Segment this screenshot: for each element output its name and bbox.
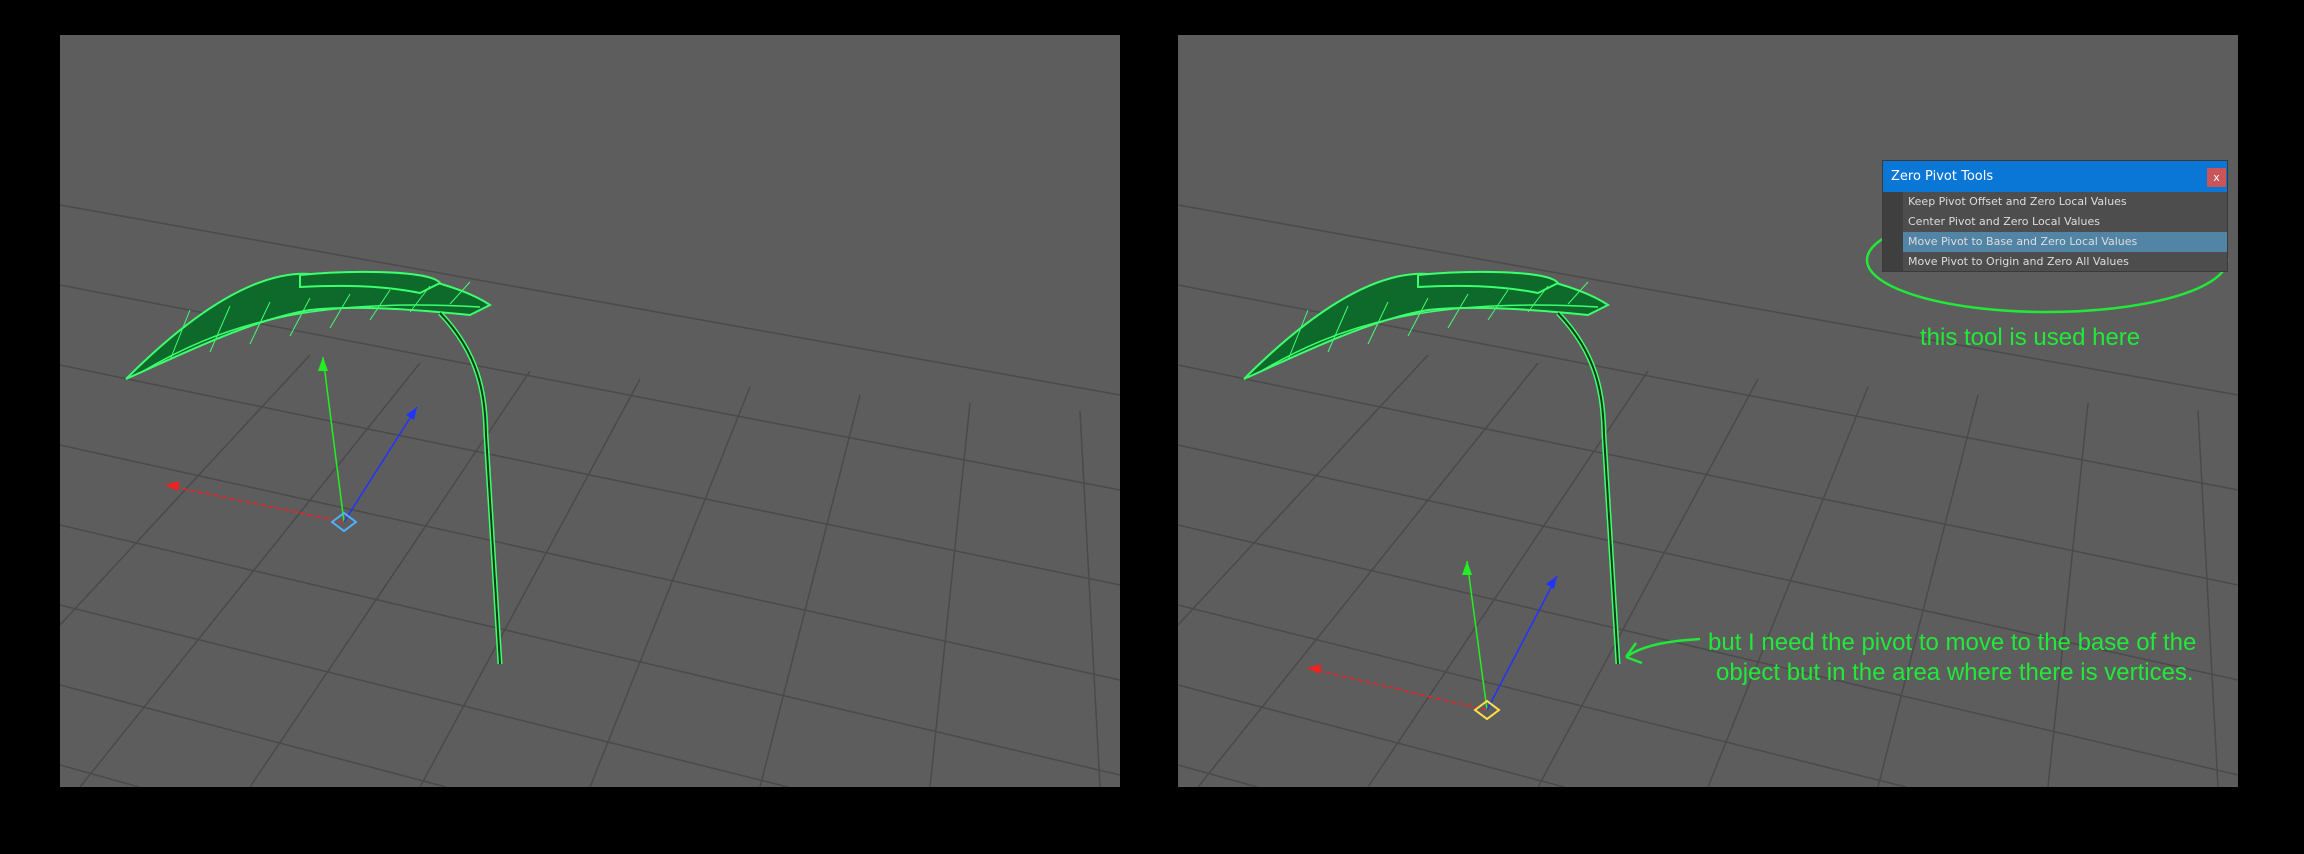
grid-line xyxy=(929,402,971,787)
close-button[interactable]: x xyxy=(2207,168,2226,187)
pivot-handle-icon xyxy=(1473,699,1501,721)
leaf-mesh-tip xyxy=(1417,270,1560,295)
dialog-title-bar[interactable]: Zero Pivot Tools x xyxy=(1883,161,2227,192)
grid-line xyxy=(1707,386,1869,787)
leaf-edge xyxy=(1527,285,1549,313)
y-axis-arrow-icon xyxy=(1462,561,1472,575)
leaf-mesh xyxy=(1243,271,1610,380)
leaf-edge xyxy=(1407,297,1429,337)
leaf-mesh xyxy=(125,271,492,380)
annotation-arrow-icon xyxy=(1624,637,1701,665)
grid-line xyxy=(1178,524,2238,776)
stem-mesh xyxy=(1556,311,1621,665)
grid-line xyxy=(1178,364,2238,586)
option-move-pivot-to-origin[interactable]: Move Pivot to Origin and Zero All Values xyxy=(1908,255,2129,268)
grid-line xyxy=(1178,684,1565,787)
scene-before xyxy=(60,204,1120,787)
pivot-handle-icon xyxy=(330,511,358,533)
grid-line xyxy=(60,444,1120,681)
x-axis-line xyxy=(1306,667,1488,711)
grid-line xyxy=(60,684,447,787)
leaf-edge xyxy=(409,285,431,313)
viewport-before[interactable] xyxy=(60,35,1120,787)
grid-line xyxy=(1197,362,1539,787)
pivot-options-list: Keep Pivot Offset and Zero Local Values … xyxy=(1903,192,2227,271)
tool-note: this tool is used here xyxy=(1920,324,2141,351)
grid-line xyxy=(1079,410,1101,787)
grid-line xyxy=(1178,444,2238,681)
grid-line xyxy=(1877,394,1979,787)
grid-line xyxy=(60,364,1120,586)
option-move-pivot-to-base[interactable]: Move Pivot to Base and Zero Local Values xyxy=(1903,232,2227,252)
grid-line xyxy=(249,370,531,787)
grid-line xyxy=(419,378,641,787)
grid-line xyxy=(1178,354,1429,626)
z-axis-arrow-icon xyxy=(1546,576,1557,589)
option-keep-pivot-offset[interactable]: Keep Pivot Offset and Zero Local Values xyxy=(1908,195,2127,208)
grid-line xyxy=(79,362,421,787)
dialog-title: Zero Pivot Tools xyxy=(1891,169,1994,184)
option-center-pivot[interactable]: Center Pivot and Zero Local Values xyxy=(1908,215,2100,228)
pivot-note-line2: object but in the area where there is ve… xyxy=(1716,659,2194,686)
leaf-edge xyxy=(169,309,191,361)
x-axis-arrow-icon xyxy=(165,481,179,491)
leaf-edge xyxy=(289,297,311,337)
grid-line xyxy=(60,764,140,787)
grid-line xyxy=(2197,410,2219,787)
leaf-mesh-tip xyxy=(299,270,442,295)
x-axis-line xyxy=(164,484,345,523)
leaf-edge xyxy=(1367,301,1389,345)
grid-line xyxy=(759,394,861,787)
grid-line xyxy=(1537,378,1759,787)
y-axis-arrow-icon xyxy=(318,357,328,371)
leaf-edge xyxy=(329,293,351,329)
z-axis-arrow-icon xyxy=(406,407,417,420)
grid-line xyxy=(1178,204,2238,396)
grid-line xyxy=(589,386,751,787)
leaf-edge xyxy=(1327,305,1349,353)
z-axis-line xyxy=(1486,575,1558,711)
grid-line xyxy=(1178,764,1258,787)
grid-line xyxy=(60,354,311,626)
leaf-edge xyxy=(1287,309,1309,361)
leaf-edge xyxy=(369,289,391,321)
leaf-edge xyxy=(1567,281,1589,305)
stem-core xyxy=(439,312,501,665)
grid-line xyxy=(60,524,1120,776)
z-axis-line xyxy=(343,406,418,523)
zero-pivot-tools-dialog: Zero Pivot Tools x Keep Pivot Offset and… xyxy=(1882,160,2228,272)
grid-line xyxy=(60,604,789,787)
pivot-note-line1: but I need the pivot to move to the base… xyxy=(1708,629,2197,656)
grid-line xyxy=(1367,370,1649,787)
x-axis-arrow-icon xyxy=(1307,664,1321,674)
stem-mesh xyxy=(438,311,503,665)
y-axis-line xyxy=(1466,560,1488,711)
leaf-edge xyxy=(1487,289,1509,321)
leaf-edge xyxy=(1447,293,1469,329)
y-axis-line xyxy=(322,356,345,523)
grid-line xyxy=(1178,604,1907,787)
leaf-edge xyxy=(249,301,271,345)
grid-line xyxy=(2047,402,2089,787)
stem-core xyxy=(1557,312,1619,665)
leaf-edge xyxy=(449,281,471,305)
leaf-edge xyxy=(209,305,231,353)
grid-line xyxy=(60,204,1120,396)
